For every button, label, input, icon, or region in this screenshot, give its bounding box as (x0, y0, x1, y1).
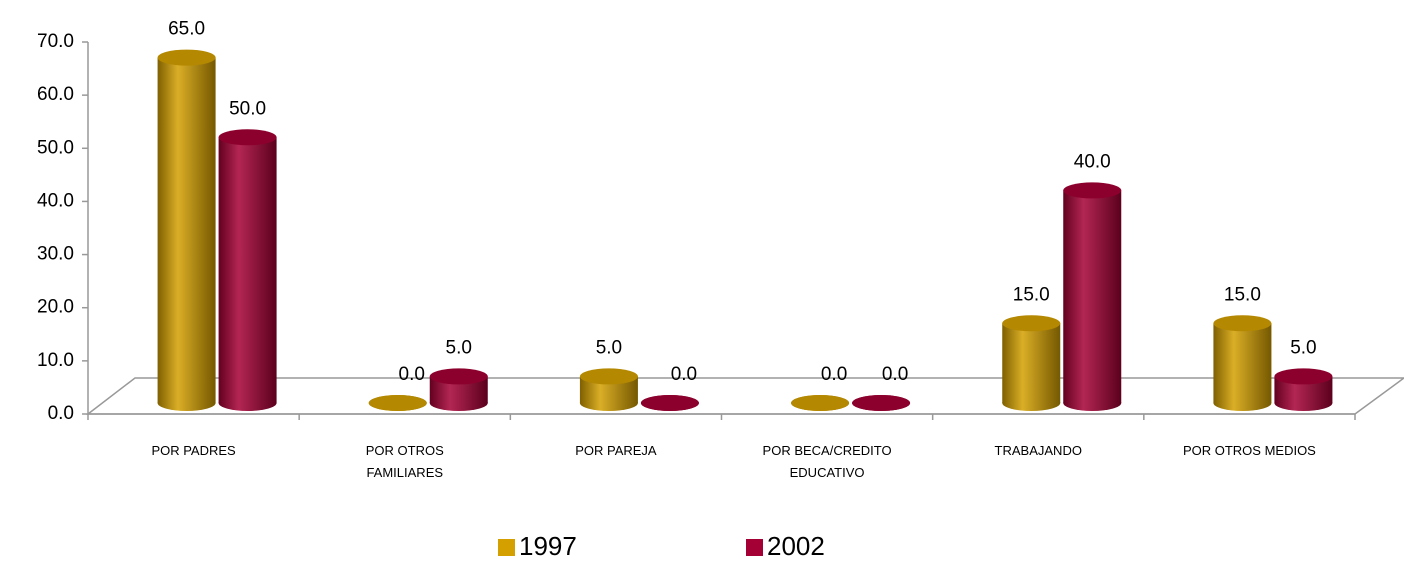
bar (579, 368, 638, 411)
data-label: 40.0 (1074, 151, 1111, 172)
data-label: 15.0 (1013, 284, 1050, 305)
data-label: 0.0 (671, 364, 697, 385)
bar (218, 129, 277, 411)
bar (1274, 368, 1333, 411)
x-tick-label: POR BECA/CREDITO EDUCATIVO (762, 443, 892, 480)
data-label: 5.0 (1290, 337, 1316, 358)
bar (1213, 315, 1272, 411)
legend-label: 2002 (767, 531, 825, 561)
floor (85, 377, 1404, 415)
y-tick-label: 40.0 (37, 190, 74, 211)
bar (157, 49, 216, 411)
x-tick-label: POR OTROS FAMILIARES (365, 443, 444, 480)
y-tick-label: 60.0 (37, 84, 74, 105)
bar (791, 395, 850, 411)
data-label: 65.0 (168, 19, 205, 40)
bar (368, 395, 427, 411)
data-label: 50.0 (229, 98, 266, 119)
y-tick-label: 50.0 (37, 137, 74, 158)
y-tick-label: 10.0 (37, 350, 74, 371)
y-tick-label: 30.0 (37, 244, 74, 265)
y-tick-label: 0.0 (48, 403, 74, 424)
data-label: 5.0 (446, 337, 472, 358)
bar (640, 395, 699, 411)
legend-swatch (498, 539, 515, 556)
data-label: 0.0 (882, 364, 908, 385)
x-tick-label: POR PADRES (151, 443, 236, 458)
x-tick-label: POR OTROS MEDIOS (1182, 443, 1316, 458)
bar (1002, 315, 1061, 411)
bar (429, 368, 488, 411)
x-tick-label: POR PAREJA (575, 443, 657, 458)
data-label: 5.0 (596, 337, 622, 358)
data-label: 0.0 (821, 364, 847, 385)
x-tick-label: TRABAJANDO (994, 443, 1082, 458)
y-tick-label: 20.0 (37, 297, 74, 318)
y-tick-label: 70.0 (37, 31, 74, 52)
bar (852, 395, 911, 411)
legend-label: 1997 (519, 531, 577, 561)
bar (1063, 182, 1122, 411)
data-label: 0.0 (399, 364, 425, 385)
data-label: 15.0 (1224, 284, 1261, 305)
legend-swatch (746, 539, 763, 556)
